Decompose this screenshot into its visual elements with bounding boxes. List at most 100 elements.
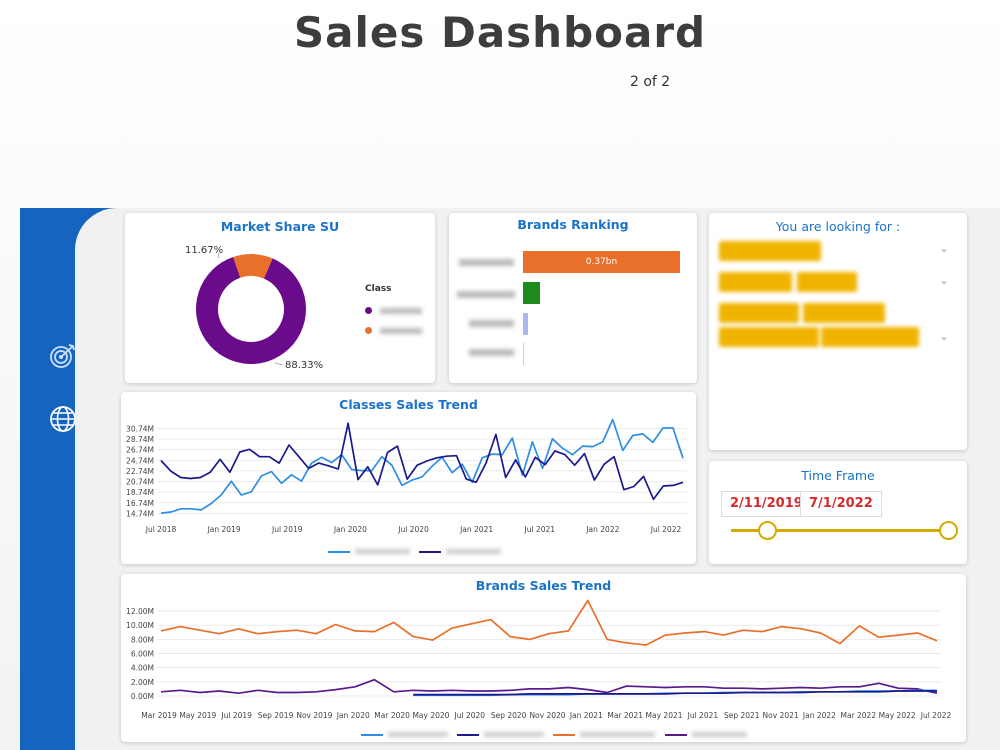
- x-tick-label: Jul 2018: [145, 525, 177, 534]
- series-line[interactable]: [160, 599, 938, 646]
- x-tick-label: Jul 2021: [687, 711, 719, 720]
- series-line[interactable]: [160, 678, 938, 695]
- x-tick-label: Jul 2019: [220, 711, 252, 720]
- series-line[interactable]: [160, 418, 684, 514]
- slice-label-large: 88.33%: [285, 360, 324, 371]
- x-tick-label: May 2021: [646, 711, 683, 720]
- x-tick-label: Mar 2019: [141, 711, 177, 720]
- legend-item[interactable]: [365, 319, 423, 338]
- x-tick-label: Jan 2021: [459, 525, 493, 534]
- y-tick-label: 10.00M: [126, 621, 154, 630]
- globe-icon[interactable]: [48, 404, 78, 438]
- slice-label-small: 11.67%: [185, 245, 224, 256]
- y-tick-label: 24.74M: [126, 456, 154, 465]
- slider-start-handle[interactable]: [758, 521, 777, 540]
- filter-pill[interactable]: [719, 272, 792, 292]
- time-frame-card[interactable]: Time Frame 2/11/2019 7/1/2022: [709, 461, 967, 564]
- x-tick-label: Jan 2022: [802, 711, 836, 720]
- x-tick-label: Sep 2021: [724, 711, 760, 720]
- y-tick-label: 20.74M: [126, 478, 154, 487]
- legend-label-redacted: [380, 328, 423, 334]
- chevron-down-icon[interactable]: ⌄: [939, 241, 950, 255]
- x-tick-label: Mar 2021: [607, 711, 643, 720]
- target-icon[interactable]: [48, 341, 78, 375]
- x-tick-label: Nov 2019: [296, 711, 332, 720]
- filters-card[interactable]: You are looking for : ⌄ ⌄ ⌄: [709, 213, 967, 450]
- legend-title: Class: [365, 284, 392, 294]
- classes-trend-title: Classes Sales Trend: [339, 397, 478, 412]
- y-tick-label: 2.00M: [131, 678, 154, 687]
- ranking-bar[interactable]: [523, 313, 529, 335]
- brands-ranking-title: Brands Ranking: [517, 217, 629, 232]
- legend-label-redacted: [380, 308, 423, 314]
- legend-line: [361, 733, 383, 736]
- filter-pill[interactable]: [797, 272, 857, 292]
- slider-end-handle[interactable]: [939, 521, 958, 540]
- y-tick-label: 0.00M: [131, 692, 154, 701]
- x-tick-label: Nov 2020: [529, 711, 565, 720]
- x-tick-label: May 2019: [179, 711, 216, 720]
- x-tick-label: Mar 2020: [374, 711, 410, 720]
- y-tick-label: 28.74M: [126, 435, 154, 444]
- chevron-down-icon[interactable]: ⌄: [939, 329, 950, 343]
- legend-label-redacted: [484, 732, 545, 737]
- brands-ranking-card[interactable]: Brands Ranking 0.37bn: [449, 213, 697, 383]
- legend-label-redacted: [446, 549, 502, 554]
- chart-legend: [361, 724, 747, 737]
- page-indicator: 2 of 2: [630, 74, 671, 90]
- filter-pill[interactable]: [719, 327, 819, 347]
- slider-track[interactable]: [731, 529, 951, 532]
- filter-pill[interactable]: [719, 303, 799, 323]
- start-date-input[interactable]: 2/11/2019: [721, 491, 812, 517]
- page-title: Sales Dashboard: [293, 8, 707, 57]
- brand-name-redacted: [469, 320, 514, 327]
- market-share-card[interactable]: Market Share SU 11.67% 88.33% Class: [125, 213, 435, 383]
- series-line[interactable]: [160, 422, 684, 501]
- y-tick-label: 6.00M: [131, 650, 154, 659]
- time-frame-title: Time Frame: [801, 468, 875, 483]
- legend-line: [457, 733, 480, 736]
- filter-pill[interactable]: [821, 327, 919, 347]
- chevron-down-icon[interactable]: ⌄: [939, 273, 950, 287]
- x-tick-label: Jul 2022: [920, 711, 952, 720]
- series-line[interactable]: [413, 690, 937, 696]
- x-tick-label: Jul 2022: [650, 525, 682, 534]
- brands-trend-title: Brands Sales Trend: [475, 578, 612, 593]
- y-tick-label: 18.74M: [126, 488, 154, 497]
- bar-value-label: 0.37bn: [585, 257, 618, 267]
- ranking-bar[interactable]: [523, 343, 524, 365]
- legend-item[interactable]: [365, 299, 423, 318]
- y-tick-label: 26.74M: [126, 446, 154, 455]
- x-tick-label: Jul 2019: [271, 525, 303, 534]
- brand-name-redacted: [469, 349, 514, 356]
- end-date-input[interactable]: 7/1/2022: [800, 491, 882, 517]
- ranking-bar[interactable]: [523, 251, 680, 273]
- x-tick-label: Mar 2022: [840, 711, 876, 720]
- donut-slice[interactable]: [195, 256, 306, 364]
- x-tick-label: Sep 2020: [491, 711, 527, 720]
- legend-line: [419, 550, 442, 553]
- brands-sales-trend-card[interactable]: Brands Sales Trend 0.00M 2.00M 4.00M 6.00M 8…: [121, 574, 966, 742]
- chart-legend: [328, 541, 502, 554]
- x-tick-label: Jan 2022: [585, 525, 619, 534]
- y-tick-label: 16.74M: [126, 499, 154, 508]
- legend-line: [664, 733, 687, 736]
- legend-line: [328, 550, 350, 553]
- x-tick-label: Jan 2021: [569, 711, 603, 720]
- x-tick-label: Jul 2020: [454, 711, 486, 720]
- market-share-donut[interactable]: [125, 213, 435, 383]
- brand-name-redacted: [459, 259, 514, 266]
- y-tick-label: 8.00M: [131, 635, 154, 644]
- brands-trend-chart[interactable]: 0.00M 2.00M 4.00M 6.00M 8.00M 10.00M 12.00M Mar…: [121, 574, 966, 742]
- donut-slice[interactable]: [233, 254, 273, 279]
- x-tick-label: Jan 2019: [207, 525, 241, 534]
- legend-swatch: [365, 327, 372, 334]
- ranking-bar[interactable]: [523, 282, 540, 304]
- filter-pill[interactable]: [719, 241, 821, 261]
- market-share-title: Market Share SU: [220, 219, 340, 234]
- filter-pill[interactable]: [803, 303, 885, 323]
- x-tick-label: Jul 2020: [397, 525, 429, 534]
- classes-sales-trend-card[interactable]: Classes Sales Trend 14.74M 16.74M 18.74M 20…: [121, 392, 696, 564]
- legend-label-redacted: [355, 549, 411, 554]
